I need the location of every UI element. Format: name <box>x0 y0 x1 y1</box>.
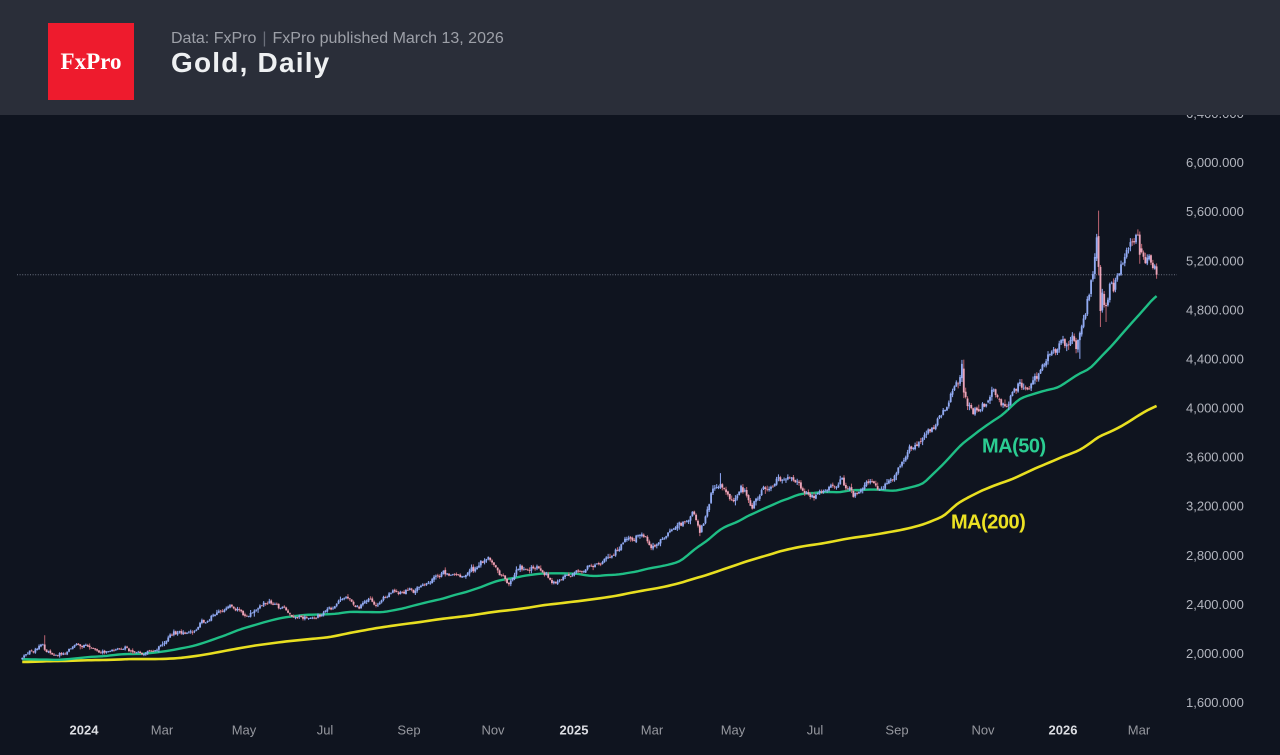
svg-text:6,000.000: 6,000.000 <box>1186 155 1244 170</box>
svg-text:Jul: Jul <box>807 723 824 738</box>
svg-text:May: May <box>232 723 257 738</box>
svg-text:4,800.000: 4,800.000 <box>1186 302 1244 317</box>
svg-text:2025: 2025 <box>560 723 589 738</box>
svg-text:2,000.000: 2,000.000 <box>1186 646 1244 661</box>
svg-text:Nov: Nov <box>971 723 995 738</box>
svg-text:5,200.000: 5,200.000 <box>1186 253 1244 268</box>
svg-text:4,400.000: 4,400.000 <box>1186 351 1244 366</box>
svg-text:2026: 2026 <box>1049 723 1078 738</box>
svg-text:Mar: Mar <box>1128 723 1151 738</box>
svg-text:MA(200): MA(200) <box>951 512 1025 534</box>
svg-text:3,600.000: 3,600.000 <box>1186 450 1244 465</box>
svg-text:2,800.000: 2,800.000 <box>1186 548 1244 563</box>
svg-text:Jul: Jul <box>317 723 334 738</box>
svg-text:Mar: Mar <box>151 723 174 738</box>
svg-text:Sep: Sep <box>885 723 908 738</box>
svg-text:Nov: Nov <box>481 723 505 738</box>
svg-text:Sep: Sep <box>397 723 420 738</box>
svg-text:1,600.000: 1,600.000 <box>1186 695 1244 710</box>
svg-text:3,200.000: 3,200.000 <box>1186 499 1244 514</box>
svg-text:May: May <box>721 723 746 738</box>
svg-text:5,600.000: 5,600.000 <box>1186 204 1244 219</box>
svg-text:4,000.000: 4,000.000 <box>1186 401 1244 416</box>
svg-text:Mar: Mar <box>641 723 664 738</box>
svg-text:2024: 2024 <box>70 723 100 738</box>
svg-text:2,400.000: 2,400.000 <box>1186 597 1244 612</box>
svg-text:MA(50): MA(50) <box>982 436 1046 458</box>
